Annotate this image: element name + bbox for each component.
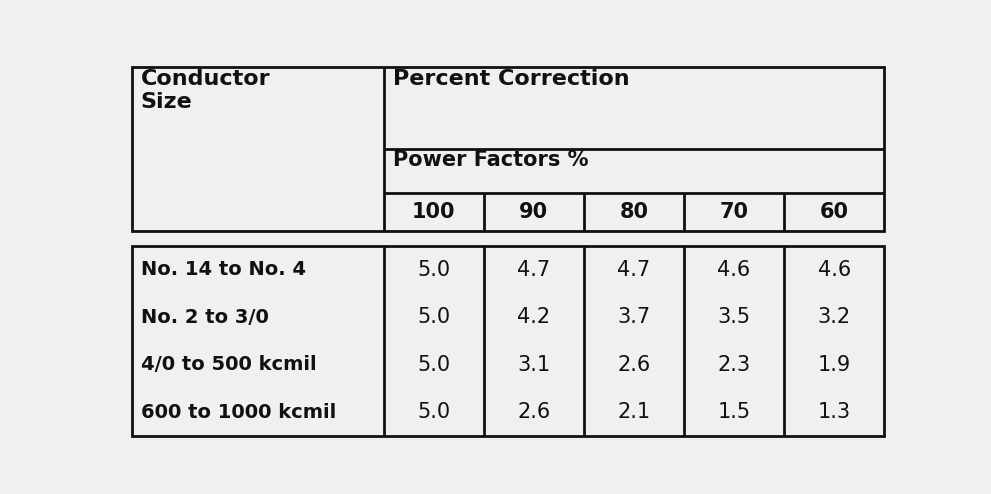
Text: 4.6: 4.6 xyxy=(717,259,751,280)
Text: Conductor
Size: Conductor Size xyxy=(141,69,271,112)
Text: 3.2: 3.2 xyxy=(818,307,850,327)
Text: 2.3: 2.3 xyxy=(717,355,750,374)
Text: 2.6: 2.6 xyxy=(517,402,550,422)
Text: Percent Correction: Percent Correction xyxy=(392,69,629,89)
Text: 3.5: 3.5 xyxy=(717,307,750,327)
Text: No. 14 to No. 4: No. 14 to No. 4 xyxy=(141,260,306,279)
Text: 4.2: 4.2 xyxy=(517,307,550,327)
Text: 2.6: 2.6 xyxy=(617,355,650,374)
Text: 1.5: 1.5 xyxy=(717,402,750,422)
Text: 80: 80 xyxy=(619,202,648,222)
Text: 3.7: 3.7 xyxy=(617,307,650,327)
Text: No. 2 to 3/0: No. 2 to 3/0 xyxy=(141,308,269,327)
Text: 70: 70 xyxy=(719,202,748,222)
Text: 4.7: 4.7 xyxy=(517,259,550,280)
Text: 5.0: 5.0 xyxy=(417,402,450,422)
Bar xyxy=(132,246,884,436)
Text: 4/0 to 500 kcmil: 4/0 to 500 kcmil xyxy=(141,355,316,374)
Text: 60: 60 xyxy=(820,202,848,222)
Text: 4.7: 4.7 xyxy=(617,259,650,280)
Text: 5.0: 5.0 xyxy=(417,259,450,280)
Text: 3.1: 3.1 xyxy=(517,355,550,374)
Text: 4.6: 4.6 xyxy=(818,259,851,280)
Text: 5.0: 5.0 xyxy=(417,355,450,374)
Text: Power Factors %: Power Factors % xyxy=(392,150,589,170)
Text: 100: 100 xyxy=(412,202,456,222)
Bar xyxy=(132,67,884,231)
Text: 600 to 1000 kcmil: 600 to 1000 kcmil xyxy=(141,403,336,421)
Text: 1.9: 1.9 xyxy=(818,355,851,374)
Text: 1.3: 1.3 xyxy=(818,402,850,422)
Text: 2.1: 2.1 xyxy=(617,402,650,422)
Text: 5.0: 5.0 xyxy=(417,307,450,327)
Text: 90: 90 xyxy=(519,202,548,222)
